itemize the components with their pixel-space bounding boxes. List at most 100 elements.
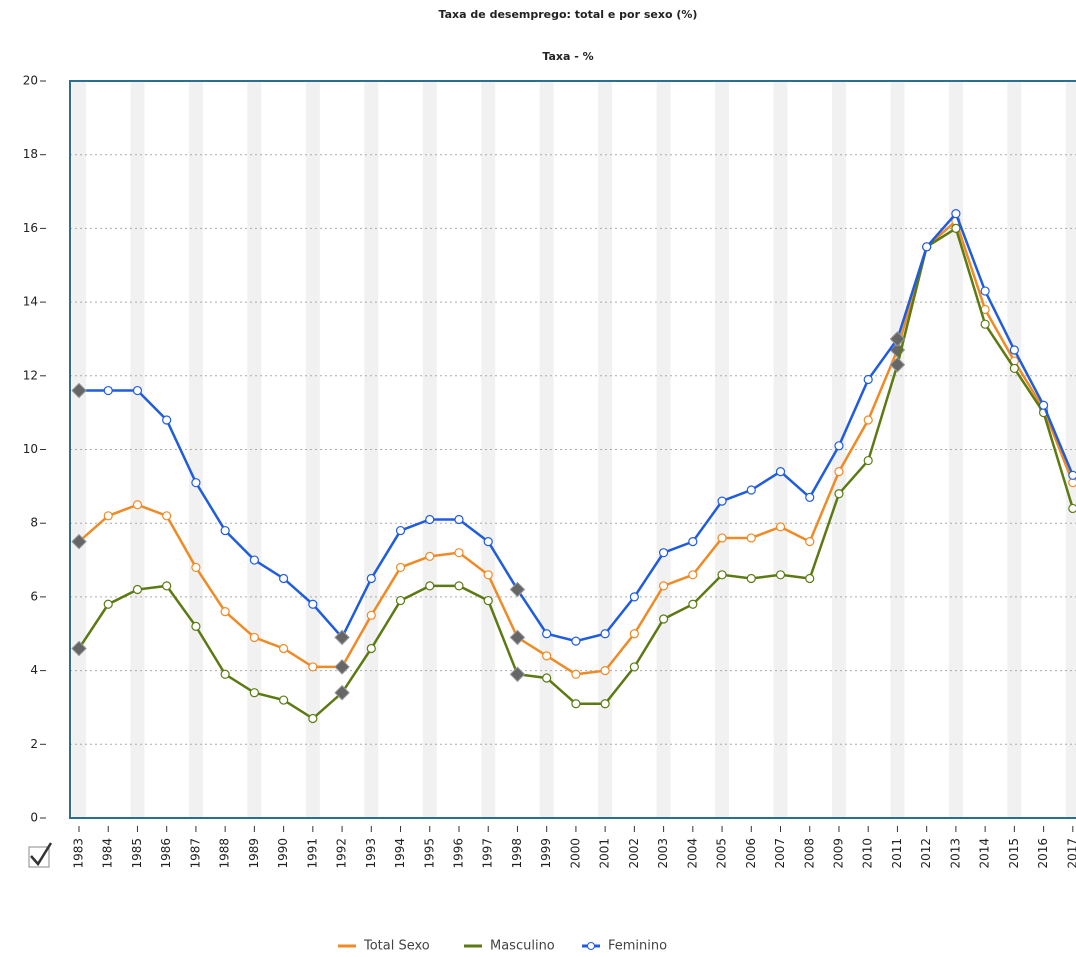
point-marker xyxy=(1009,363,1019,374)
x-tick-label: 2015 xyxy=(1007,838,1021,869)
point-marker xyxy=(162,581,172,591)
point-marker xyxy=(658,614,669,624)
point-marker xyxy=(454,514,464,525)
checkbox-icon[interactable] xyxy=(28,842,53,868)
legend-label: Feminino xyxy=(608,939,667,954)
point-marker xyxy=(509,666,526,683)
point-marker xyxy=(454,548,464,558)
point-marker xyxy=(980,286,990,296)
point-marker xyxy=(688,570,698,580)
point-marker xyxy=(334,629,350,646)
x-tick-label: 2012 xyxy=(919,838,933,869)
point-marker xyxy=(103,599,113,609)
x-tick-label: 2001 xyxy=(598,838,612,869)
x-tick-label: 2006 xyxy=(744,838,758,869)
point-marker xyxy=(717,570,727,580)
band xyxy=(247,81,262,818)
x-tick-label: 1998 xyxy=(510,838,524,869)
point-marker xyxy=(220,525,230,536)
point-marker xyxy=(542,651,552,661)
point-marker xyxy=(571,636,581,646)
point-marker xyxy=(834,489,844,499)
x-tick-label: 2011 xyxy=(890,838,904,869)
x-tick-label: 2009 xyxy=(831,838,845,869)
point-marker xyxy=(395,562,406,573)
point-marker xyxy=(71,640,87,657)
point-marker xyxy=(279,643,289,654)
point-marker xyxy=(483,595,493,606)
point-marker xyxy=(366,610,376,620)
point-marker xyxy=(629,592,639,602)
point-marker xyxy=(220,669,230,679)
x-tick-label: 2004 xyxy=(685,838,699,869)
point-marker xyxy=(103,385,113,396)
y-tick-label: 14 xyxy=(23,295,38,309)
point-marker xyxy=(366,643,376,654)
y-tick-label: 0 xyxy=(30,811,38,825)
point-marker xyxy=(889,331,906,347)
chart-subtitle: Taxa - % xyxy=(542,50,593,63)
point-marker xyxy=(834,467,844,477)
chart-title: Taxa de desemprego: total e por sexo (%) xyxy=(439,8,698,21)
series-line xyxy=(78,218,1074,676)
point-marker xyxy=(191,562,201,573)
point-marker xyxy=(1009,345,1019,355)
x-tick-label: 1992 xyxy=(335,838,349,869)
x-tick-label: 2016 xyxy=(1036,838,1050,869)
point-marker xyxy=(279,695,289,705)
point-marker xyxy=(395,525,406,536)
x-tick-label: 1983 xyxy=(72,838,86,869)
x-tick-label: 2008 xyxy=(802,838,816,869)
band xyxy=(422,81,437,818)
point-marker xyxy=(600,699,610,709)
legend-label: Masculino xyxy=(490,939,555,954)
x-tick-label: 2013 xyxy=(948,838,962,869)
point-marker xyxy=(805,573,815,584)
x-tick-label: 1984 xyxy=(101,838,115,869)
point-marker xyxy=(191,621,201,631)
point-marker xyxy=(746,485,756,495)
point-marker xyxy=(103,511,113,521)
x-tick-label: 2010 xyxy=(861,838,875,869)
point-marker xyxy=(542,629,552,639)
point-marker xyxy=(805,537,815,547)
point-marker xyxy=(688,599,698,609)
x-tick-label: 1988 xyxy=(218,838,232,869)
point-marker xyxy=(249,688,259,698)
y-tick-label: 16 xyxy=(23,221,38,235)
point-marker xyxy=(863,455,873,466)
legend-item[interactable]: Total Sexo xyxy=(338,939,430,954)
point-marker xyxy=(834,441,844,451)
point-marker xyxy=(629,662,639,672)
point-marker xyxy=(366,573,376,584)
x-tick-label: 1990 xyxy=(276,838,290,869)
point-marker xyxy=(249,555,259,565)
band xyxy=(656,81,671,818)
y-tick-label: 18 xyxy=(23,147,38,161)
point-marker xyxy=(509,629,526,646)
point-marker xyxy=(542,673,552,683)
x-tick-label: 1999 xyxy=(539,838,553,869)
legend-item[interactable]: Feminino xyxy=(582,939,667,954)
point-marker xyxy=(571,669,581,679)
point-marker xyxy=(1038,400,1049,410)
point-marker xyxy=(746,533,756,543)
legend-item[interactable]: Masculino xyxy=(464,939,555,954)
x-tick-label: 1989 xyxy=(247,838,261,869)
point-marker xyxy=(279,573,289,584)
point-marker xyxy=(658,581,669,591)
point-marker xyxy=(658,548,669,558)
legend-marker xyxy=(587,942,595,950)
y-tick-label: 10 xyxy=(23,442,38,456)
point-marker xyxy=(717,496,727,506)
point-marker xyxy=(71,533,87,550)
x-tick-label: 2017 xyxy=(1065,838,1076,869)
y-tick-label: 2 xyxy=(30,737,38,751)
x-tick-label: 1987 xyxy=(188,838,202,869)
point-marker xyxy=(132,584,143,595)
point-marker xyxy=(629,629,639,639)
band xyxy=(305,81,320,818)
band xyxy=(715,81,730,818)
band xyxy=(130,81,145,818)
point-marker xyxy=(425,581,435,591)
